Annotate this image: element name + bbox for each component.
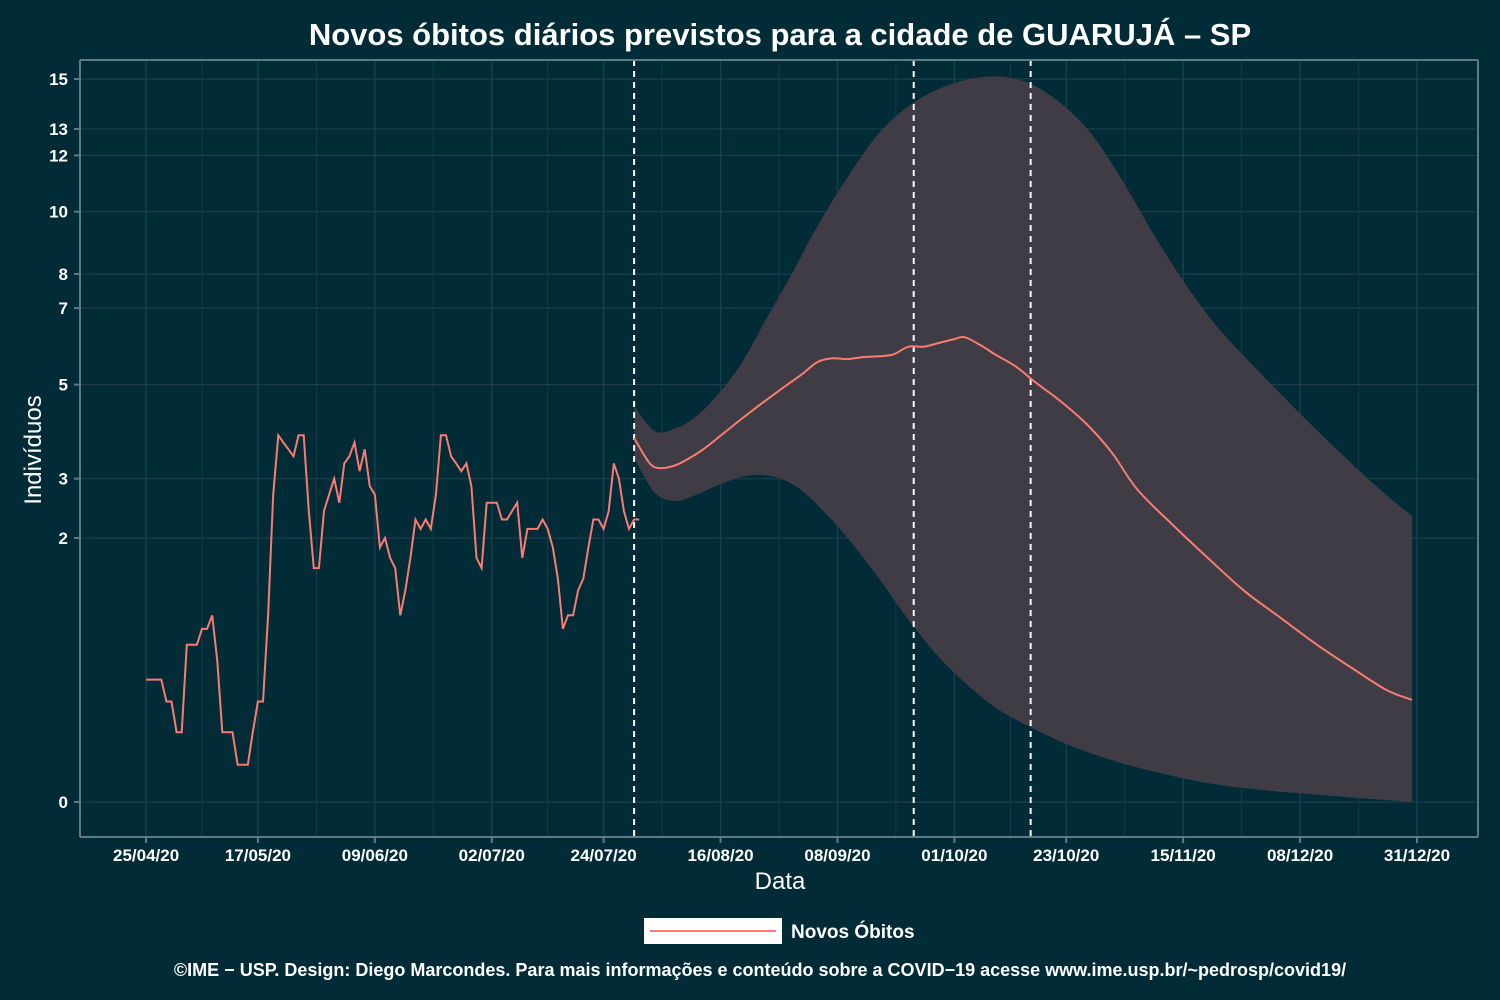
y-tick-label: 7: [59, 299, 68, 318]
x-tick-label: 31/12/20: [1384, 846, 1450, 865]
x-axis-title: Data: [755, 868, 806, 895]
forecast-deaths-line: [633, 335, 1413, 701]
y-tick-label: 8: [59, 265, 68, 284]
y-tick-label: 3: [59, 470, 68, 489]
prediction-interval-band: [634, 76, 1412, 802]
x-axis-ticks: 25/04/20 17/05/20 09/06/20 02/07/20 24/07/20…: [113, 837, 1450, 865]
y-tick-label: 5: [59, 376, 68, 395]
x-tick-label: 08/09/20: [804, 846, 870, 865]
x-tick-label: 23/10/20: [1033, 846, 1099, 865]
axes: [79, 59, 1479, 838]
legend: Novos Óbitos: [644, 918, 915, 944]
y-tick-label: 10: [49, 203, 68, 222]
x-tick-label: 08/12/20: [1267, 846, 1333, 865]
x-tick-label: 16/08/20: [687, 846, 753, 865]
x-tick-label: 09/06/20: [342, 846, 408, 865]
x-tick-label: 17/05/20: [225, 846, 291, 865]
observed-deaths-line: [146, 432, 640, 766]
y-tick-label: 13: [49, 120, 68, 139]
y-tick-label: 15: [49, 70, 68, 89]
y-tick-label: 2: [59, 529, 68, 548]
x-tick-label: 25/04/20: [113, 846, 179, 865]
y-tick-label: 0: [59, 793, 68, 812]
y-tick-label: 12: [49, 146, 68, 165]
y-axis-ticks: 0 2 3 5 7 8 10 12 13 15: [49, 70, 80, 812]
footer-credit: ©IME − USP. Design: Diego Marcondes. Par…: [174, 960, 1346, 980]
chart-title: Novos óbitos diários previstos para a ci…: [309, 17, 1251, 52]
x-tick-label: 24/07/20: [571, 846, 637, 865]
legend-label: Novos Óbitos: [791, 921, 915, 943]
x-tick-label: 01/10/20: [921, 846, 987, 865]
x-tick-label: 02/07/20: [459, 846, 525, 865]
y-axis-title: Indivíduos: [20, 395, 47, 504]
vertical-marker-lines: [633, 60, 1032, 837]
x-tick-label: 15/11/20: [1151, 846, 1216, 865]
